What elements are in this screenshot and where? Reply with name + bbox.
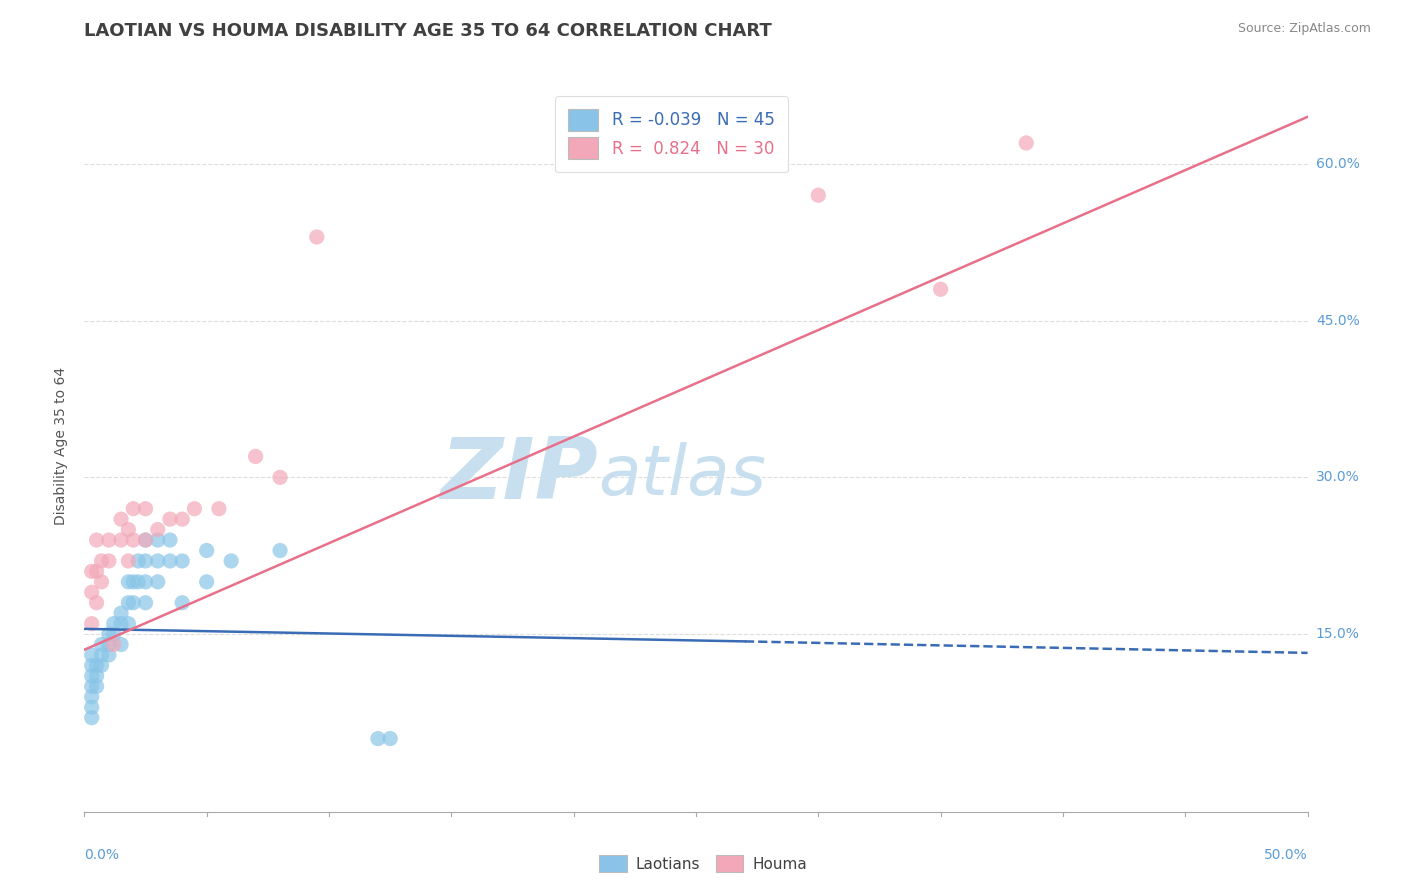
Point — [172, 512, 194, 526]
Point — [103, 638, 125, 652]
Text: ZIP: ZIP — [440, 434, 598, 516]
Text: 30.0%: 30.0% — [1316, 470, 1360, 484]
Point — [135, 554, 157, 568]
Point — [80, 565, 103, 579]
Point — [117, 616, 139, 631]
Point — [80, 679, 103, 693]
Point — [135, 533, 157, 547]
Point — [117, 554, 139, 568]
Point — [135, 533, 157, 547]
Point — [146, 533, 169, 547]
Point — [146, 523, 169, 537]
Point — [86, 533, 108, 547]
Text: 0.0%: 0.0% — [84, 848, 120, 863]
Point — [80, 585, 103, 599]
Point — [172, 554, 194, 568]
Point — [159, 512, 181, 526]
Point — [122, 501, 145, 516]
Text: LAOTIAN VS HOUMA DISABILITY AGE 35 TO 64 CORRELATION CHART: LAOTIAN VS HOUMA DISABILITY AGE 35 TO 64… — [84, 22, 772, 40]
Point — [159, 554, 181, 568]
Point — [90, 658, 112, 673]
Point — [122, 533, 145, 547]
Point — [110, 512, 132, 526]
Point — [122, 596, 145, 610]
Point — [97, 627, 120, 641]
Point — [103, 627, 125, 641]
Point — [183, 501, 205, 516]
Point — [80, 658, 103, 673]
Point — [86, 669, 108, 683]
Point — [80, 616, 103, 631]
Point — [117, 596, 139, 610]
Point — [305, 230, 328, 244]
Text: 60.0%: 60.0% — [1316, 157, 1360, 171]
Point — [90, 648, 112, 662]
Point — [86, 658, 108, 673]
Point — [195, 574, 218, 589]
Point — [110, 606, 132, 620]
Point — [80, 648, 103, 662]
Point — [90, 574, 112, 589]
Point — [245, 450, 267, 464]
Point — [80, 669, 103, 683]
Point — [127, 574, 149, 589]
Point — [929, 282, 952, 296]
Point — [807, 188, 830, 202]
Legend: R = -0.039   N = 45, R =  0.824   N = 30: R = -0.039 N = 45, R = 0.824 N = 30 — [555, 96, 787, 172]
Legend: Laotians, Houma: Laotians, Houma — [592, 847, 814, 880]
Point — [86, 679, 108, 693]
Point — [172, 596, 194, 610]
Point — [146, 574, 169, 589]
Point — [117, 574, 139, 589]
Point — [80, 700, 103, 714]
Point — [380, 731, 402, 746]
Y-axis label: Disability Age 35 to 64: Disability Age 35 to 64 — [55, 367, 69, 525]
Point — [97, 638, 120, 652]
Point — [135, 501, 157, 516]
Point — [103, 616, 125, 631]
Point — [219, 554, 242, 568]
Point — [80, 690, 103, 704]
Point — [110, 616, 132, 631]
Text: Source: ZipAtlas.com: Source: ZipAtlas.com — [1237, 22, 1371, 36]
Point — [86, 596, 108, 610]
Point — [269, 470, 291, 484]
Point — [97, 554, 120, 568]
Point — [90, 638, 112, 652]
Point — [110, 638, 132, 652]
Point — [80, 711, 103, 725]
Point — [146, 554, 169, 568]
Point — [97, 533, 120, 547]
Text: 15.0%: 15.0% — [1316, 627, 1360, 641]
Text: 45.0%: 45.0% — [1316, 314, 1360, 327]
Point — [86, 565, 108, 579]
Point — [127, 554, 149, 568]
Point — [269, 543, 291, 558]
Point — [135, 596, 157, 610]
Point — [97, 648, 120, 662]
Point — [195, 543, 218, 558]
Point — [1015, 136, 1038, 150]
Point — [122, 574, 145, 589]
Point — [117, 523, 139, 537]
Point — [367, 731, 389, 746]
Text: atlas: atlas — [598, 442, 766, 508]
Point — [110, 533, 132, 547]
Point — [90, 554, 112, 568]
Point — [208, 501, 231, 516]
Point — [159, 533, 181, 547]
Text: 50.0%: 50.0% — [1264, 848, 1308, 863]
Point — [135, 574, 157, 589]
